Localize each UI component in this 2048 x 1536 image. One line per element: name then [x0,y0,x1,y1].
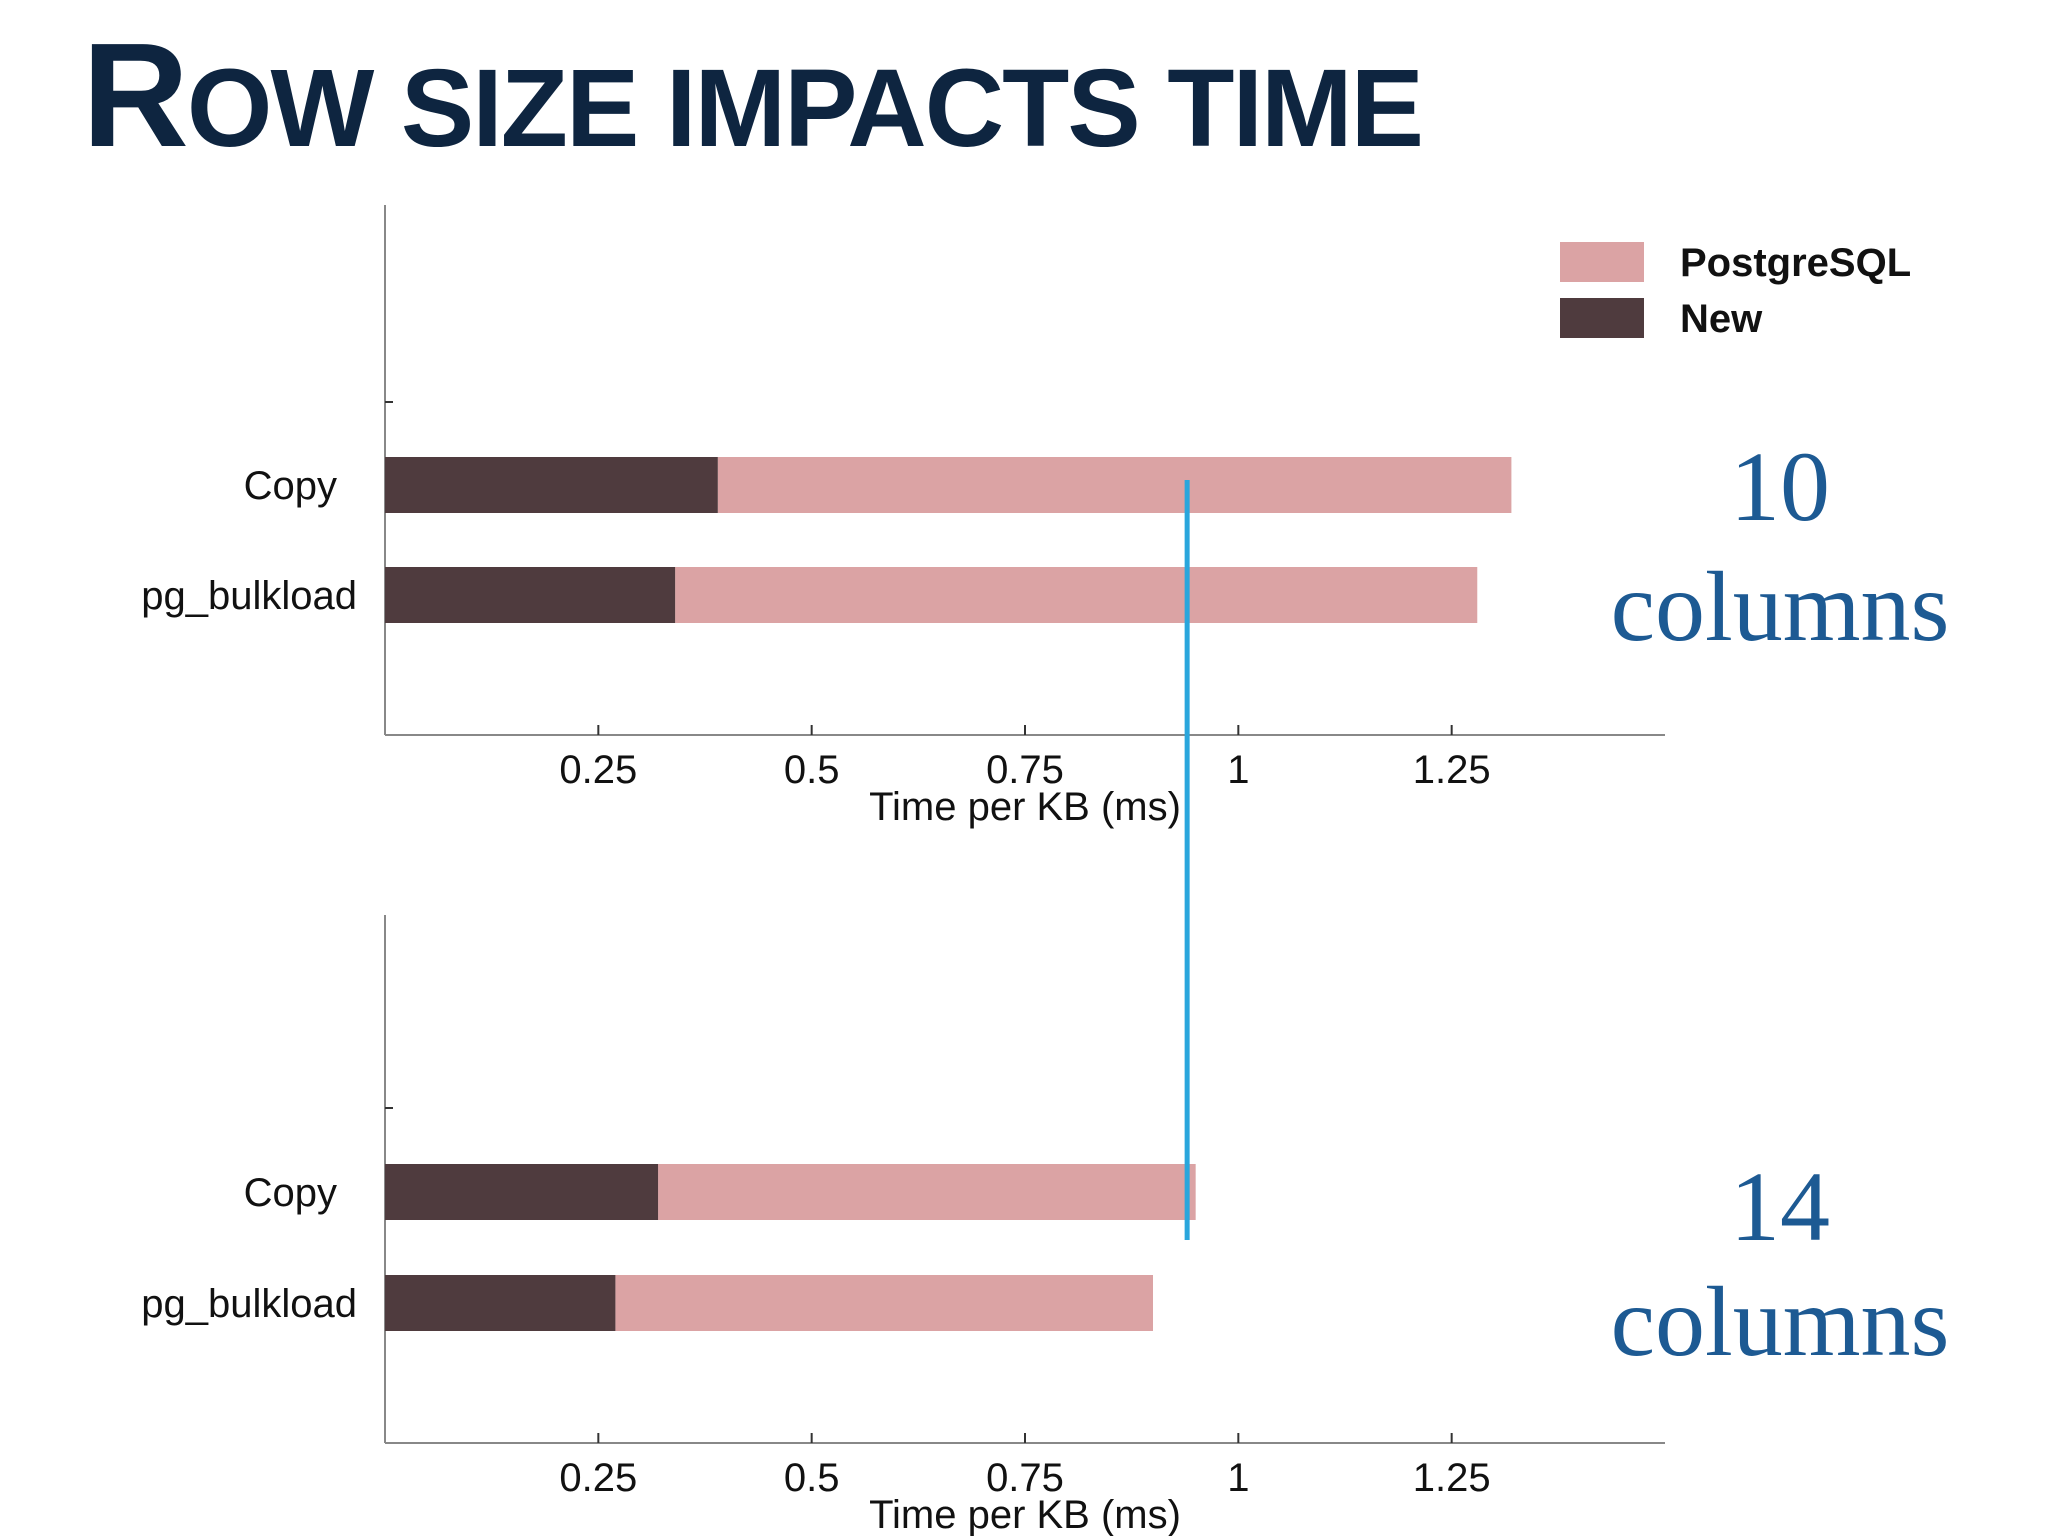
bar-new [385,1164,659,1220]
category-label: Copy [244,1171,337,1215]
x-tick-label: 0.75 [986,1456,1064,1500]
side-label-line: columns [1611,551,1950,662]
category-label: pg_bulkload [141,1282,357,1326]
x-tick-label: 1 [1227,748,1249,792]
bar-new [385,567,676,623]
category-label: pg_bulkload [141,574,357,618]
bar-postgresql [615,1275,1153,1331]
legend-swatch [1560,242,1644,282]
bar-new [385,457,718,513]
bar-new [385,1275,616,1331]
legend-label: New [1680,297,1763,341]
side-label-line: columns [1611,1266,1950,1377]
legend-label: PostgreSQL [1680,241,1911,285]
x-tick-label: 0.5 [784,748,840,792]
slide-title-initial: R [82,13,189,178]
x-tick-label: 0.5 [784,1456,840,1500]
side-label-line: 14 [1730,1151,1830,1262]
category-label: Copy [244,464,337,508]
x-tick-label: 0.25 [559,748,637,792]
x-tick-label: 1.25 [1413,1456,1491,1500]
legend-swatch [1560,298,1644,338]
x-tick-label: 0.75 [986,748,1064,792]
side-label-line: 10 [1730,431,1830,542]
x-axis-title: Time per KB (ms) [869,785,1181,829]
bar-postgresql [717,457,1512,513]
x-tick-label: 1.25 [1413,748,1491,792]
bar-postgresql [658,1164,1196,1220]
slide-title: ROW SIZE IMPACTS TIME [82,22,1424,170]
bar-postgresql [675,567,1478,623]
x-axis-title: Time per KB (ms) [869,1493,1181,1536]
x-tick-label: 0.25 [559,1456,637,1500]
slide-title-rest: OW SIZE IMPACTS TIME [186,47,1424,170]
x-tick-label: 1 [1227,1456,1249,1500]
